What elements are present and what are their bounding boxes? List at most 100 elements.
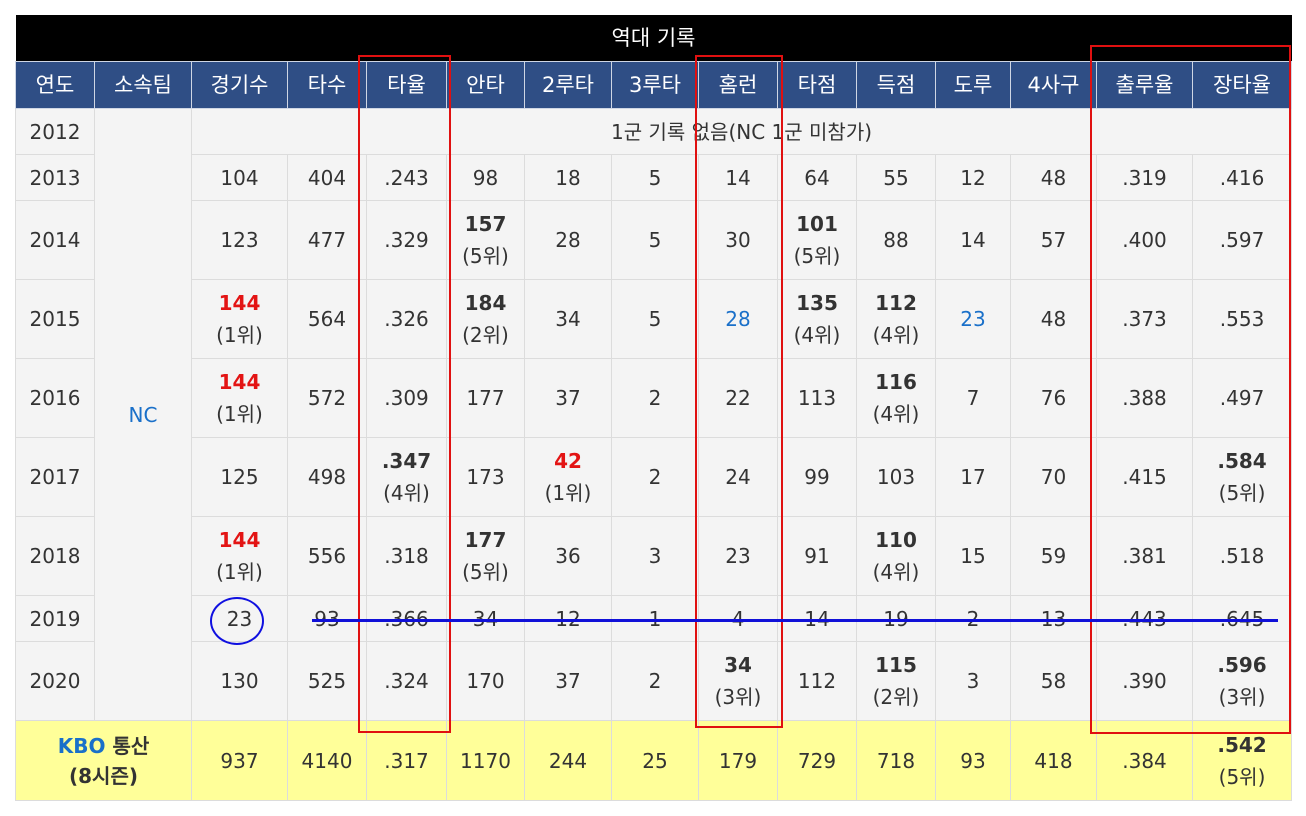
stat-value: 22 [725,386,751,410]
stat-cell: 64 [777,154,857,201]
stat-cell: 25 [611,720,699,801]
year-cell: 2019 [15,595,95,642]
stat-value: 498 [307,465,347,489]
stat-rank: (2위) [872,685,920,709]
stat-value: 37 [555,386,581,410]
stat-cell: .390 [1096,641,1193,721]
stat-value: 3 [966,669,980,693]
stat-value: 93 [314,606,340,631]
stat-cell: 59 [1010,516,1097,596]
stat-rank: (4위) [793,323,841,347]
stat-value: 144 [218,291,261,315]
stat-value: .317 [384,748,429,773]
team-cell: NC [94,108,192,721]
stat-value: 556 [307,544,347,568]
stat-value: 177 [464,528,507,552]
stat-cell: 2 [611,358,699,438]
stat-cell: 13 [1010,595,1097,642]
stat-cell: 36 [524,516,612,596]
stat-cell: 34 (3위) [698,641,778,721]
stat-cell: .309 [366,358,447,438]
stat-cell: 177 (5위) [446,516,525,596]
stat-cell: 37 [524,358,612,438]
stat-value: 170 [466,669,505,693]
stat-cell: 34 [446,595,525,642]
stat-cell: .553 [1191,279,1293,359]
total-label-text: 통산 [105,733,150,758]
stat-value: 116 [875,370,917,394]
stat-cell: 572 [287,358,367,438]
stat-value: .645 [1219,606,1265,631]
stat-cell: 23 [698,516,778,596]
stat-value: .373 [1122,307,1167,331]
column-header-row: 연도 소속팀 경기수 타수 타율 안타 2루타 3루타 홈런 타점 득점 도루 4사구 출루율 장타율 [15,61,1293,109]
stat-rank: (3위) [714,685,762,709]
stat-value: 59 [1040,544,1067,568]
stat-value: 30 [725,228,751,252]
stat-value: 98 [472,165,499,190]
stat-value: .584 [1217,449,1267,473]
column-header: 소속팀 [94,61,192,109]
stat-value: 937 [220,748,259,773]
stat-cell: 116 (4위) [856,358,936,438]
season-count: (8시즌) [69,763,138,788]
stat-cell: 103 [856,437,936,517]
stat-value: 34 [472,606,499,631]
year-cell: 2018 [15,516,95,596]
column-header: 홈런 [698,61,778,109]
stat-rank: (1위) [216,402,263,426]
stat-value: 42 [554,449,582,473]
table-row: 2013 104 404 .243 98 18 5 14 64 55 12 48 .319 .416 [15,154,1293,201]
stat-value: 70 [1040,465,1067,489]
stat-cell: .400 [1096,200,1193,280]
stat-value: 418 [1034,748,1073,773]
table-row: 2018 144 (1위) 556.318 177 (5위) 36 3 23 91 110 (4위) 1… [15,516,1293,596]
stat-value: 123 [220,228,259,252]
stat-value: 177 [466,386,505,410]
stat-cell: 93 [287,595,367,642]
column-header: 득점 [856,61,936,109]
stat-value: 48 [1040,165,1067,190]
stat-value: 17 [960,465,986,489]
stat-value: 14 [960,228,986,252]
stat-value: .415 [1122,465,1167,489]
stat-value: 4140 [301,748,353,773]
stat-cell: 22 [698,358,778,438]
stat-value: 404 [307,165,347,190]
stat-cell: 2 [611,437,699,517]
stat-cell: 157 (5위) [446,200,525,280]
stat-cell: 12 [935,154,1011,201]
stat-cell: 177 [446,358,525,438]
stat-cell: 24 [698,437,778,517]
stat-value: 184 [464,291,507,315]
stat-cell: .317 [366,720,447,801]
stat-cell: .542 (5위) [1191,720,1293,801]
stat-value: 93 [960,748,986,773]
table-row: 2014 123 477 .329 157 (5위) 28 5 30 101 (5위) 88 14 57.… [15,200,1293,280]
stat-cell: .596 (3위) [1191,641,1293,721]
stat-value: 113 [797,386,837,410]
stat-value: 112 [797,669,837,693]
stat-value: 2 [648,465,662,489]
stat-cell: 15 [935,516,1011,596]
stat-value: .319 [1122,165,1167,190]
stat-value: 91 [804,544,830,568]
no-record-note: 1군 기록 없음(NC 1군 미참가) [190,108,1293,155]
stat-value: .400 [1122,228,1167,252]
stat-rank: (2위) [462,323,509,347]
column-header: 장타율 [1191,61,1293,109]
stat-value: 13 [1040,606,1067,631]
stat-cell: .388 [1096,358,1193,438]
table-row: 2012 NC 1군 기록 없음(NC 1군 미참가) [15,108,1293,721]
stat-cell: 28 [698,279,778,359]
stat-value: 5 [648,307,662,331]
stat-value: 34 [555,307,581,331]
column-header: 출루율 [1096,61,1193,109]
stat-value: .597 [1219,228,1265,252]
column-header: 2루타 [524,61,612,109]
stat-cell: 729 [777,720,857,801]
stat-cell: 115 (2위) [856,641,936,721]
year-cell: 2012 [15,108,95,155]
stat-value: 5 [648,228,662,252]
stat-cell: .326 [366,279,447,359]
